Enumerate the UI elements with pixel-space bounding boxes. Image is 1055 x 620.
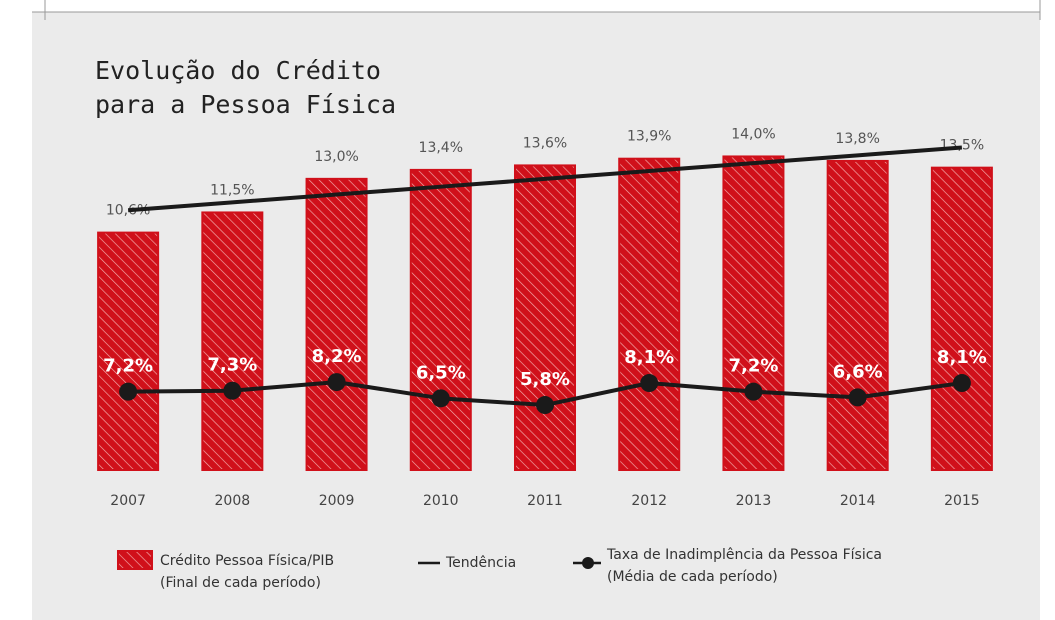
x-tick-label: 2012 — [631, 493, 667, 509]
line-marker — [327, 373, 346, 392]
line-value-label: 5,8% — [520, 369, 570, 390]
line-value-label: 8,1% — [937, 347, 987, 368]
bar-value-label: 10,6% — [106, 203, 150, 219]
bar-value-label: 14,0% — [731, 126, 775, 142]
bar-value-label: 13,9% — [627, 129, 671, 145]
x-tick-label: 2013 — [736, 493, 772, 509]
x-tick-label: 2008 — [215, 493, 251, 509]
legend-label: Crédito Pessoa Física/PIB — [160, 553, 334, 569]
line-marker — [848, 388, 867, 407]
x-tick-label: 2014 — [840, 493, 876, 509]
line — [127, 145, 963, 213]
line-value-label: 8,2% — [312, 346, 362, 367]
chart-title: Evolução do Crédito — [95, 56, 381, 85]
bar — [930, 166, 993, 471]
x-tick-label: 2009 — [319, 493, 355, 509]
x-tick-label: 2007 — [110, 493, 146, 509]
line-value-label: 7,3% — [207, 355, 257, 376]
bar-value-label: 13,0% — [314, 149, 358, 165]
x-tick-label: 2010 — [423, 493, 459, 509]
line-value-label: 7,2% — [103, 356, 153, 377]
bar-value-label: 13,5% — [940, 138, 984, 154]
legend-label: Tendência — [445, 555, 516, 571]
bar-value-label: 13,6% — [523, 135, 567, 151]
line-marker — [536, 396, 554, 415]
line-value-label: 6,5% — [416, 362, 466, 383]
line-marker — [223, 381, 242, 400]
line-marker — [431, 389, 450, 408]
bar — [618, 157, 681, 472]
bar — [826, 159, 889, 471]
bar — [409, 168, 472, 471]
x-tick-label: 2011 — [527, 493, 563, 509]
legend-note: (Final de cada período) — [160, 575, 321, 591]
line-value-label: 6,6% — [833, 361, 883, 382]
line-marker — [640, 374, 659, 393]
legend-swatch — [117, 550, 153, 570]
bar — [514, 164, 576, 472]
line-marker — [744, 382, 763, 401]
bar — [305, 177, 368, 472]
bar — [722, 155, 785, 471]
x-tick-label: 2015 — [944, 493, 980, 509]
bar-value-label: 11,5% — [210, 182, 254, 198]
line-marker — [119, 382, 138, 401]
bar — [97, 231, 160, 471]
line-marker — [952, 374, 971, 393]
line-value-label: 7,2% — [728, 356, 778, 377]
bar — [201, 211, 264, 472]
legend-swatch — [582, 557, 594, 569]
legend-note: (Média de cada período) — [607, 569, 778, 585]
chart-title: para a Pessoa Física — [95, 90, 396, 119]
legend-label: Taxa de Inadimplência da Pessoa Física — [606, 547, 882, 563]
bar-value-label: 13,8% — [835, 131, 879, 147]
line-value-label: 8,1% — [624, 347, 674, 368]
bar-value-label: 13,4% — [419, 140, 463, 156]
